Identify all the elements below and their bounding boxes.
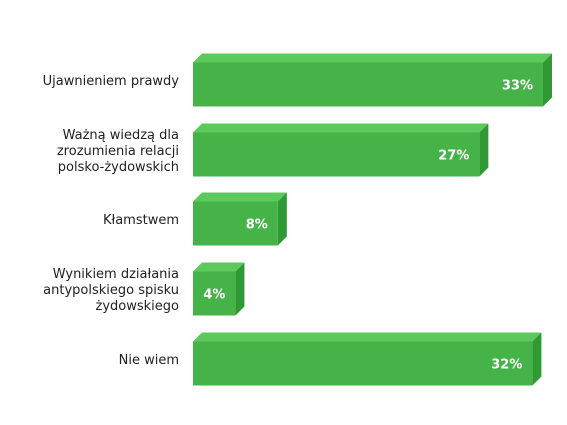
bar-value-label: 8% (246, 218, 268, 233)
bar-side-face (277, 192, 287, 246)
bar-group: 4% (193, 262, 245, 316)
category-label-line: żydowskiego (96, 299, 180, 314)
category-label-line: Nie wiem (119, 353, 179, 368)
bar-top-face (193, 123, 489, 133)
bar-group: 33% (193, 53, 552, 107)
bar-top-face (193, 53, 552, 63)
bar-group: 32% (193, 332, 542, 386)
bar-top-face (193, 192, 287, 202)
category-label-line: polsko-żydowskich (58, 160, 179, 175)
bar-top-face (193, 332, 542, 342)
bar-top-face (193, 262, 245, 272)
category-label: Nie wiem (119, 353, 179, 368)
bar-side-face (479, 123, 489, 177)
category-label-line: Ujawnieniem prawdy (43, 74, 180, 89)
category-label: Wynikiem działania antypolskiego spisku ży… (43, 267, 179, 314)
bar-value-label: 4% (203, 288, 225, 303)
category-label-line: Ważną wiedzą dla (63, 128, 179, 143)
category-label-line: antypolskiego spisku (43, 283, 179, 298)
bar (193, 62, 543, 107)
bar-value-label: 27% (438, 149, 469, 164)
bar-side-face (532, 332, 542, 386)
bar-value-label: 33% (502, 79, 533, 94)
category-label-line: zrozumienia relacji (57, 144, 179, 159)
category-label: Ważną wiedzą dla zrozumienia relacji polsk… (57, 128, 179, 175)
bar (193, 132, 480, 177)
bar-value-label: 32% (491, 358, 522, 373)
bar-side-face (235, 262, 245, 316)
bar (193, 271, 236, 316)
bar-group: 8% (193, 192, 287, 246)
category-label-line: Wynikiem działania (53, 267, 179, 282)
category-label-line: Kłamstwem (103, 213, 179, 228)
category-label: Ujawnieniem prawdy (43, 74, 180, 89)
bar-group: 27% (193, 123, 489, 177)
category-label: Kłamstwem (103, 213, 179, 228)
bar (193, 341, 533, 386)
bar (193, 201, 278, 246)
bar-side-face (543, 53, 552, 107)
